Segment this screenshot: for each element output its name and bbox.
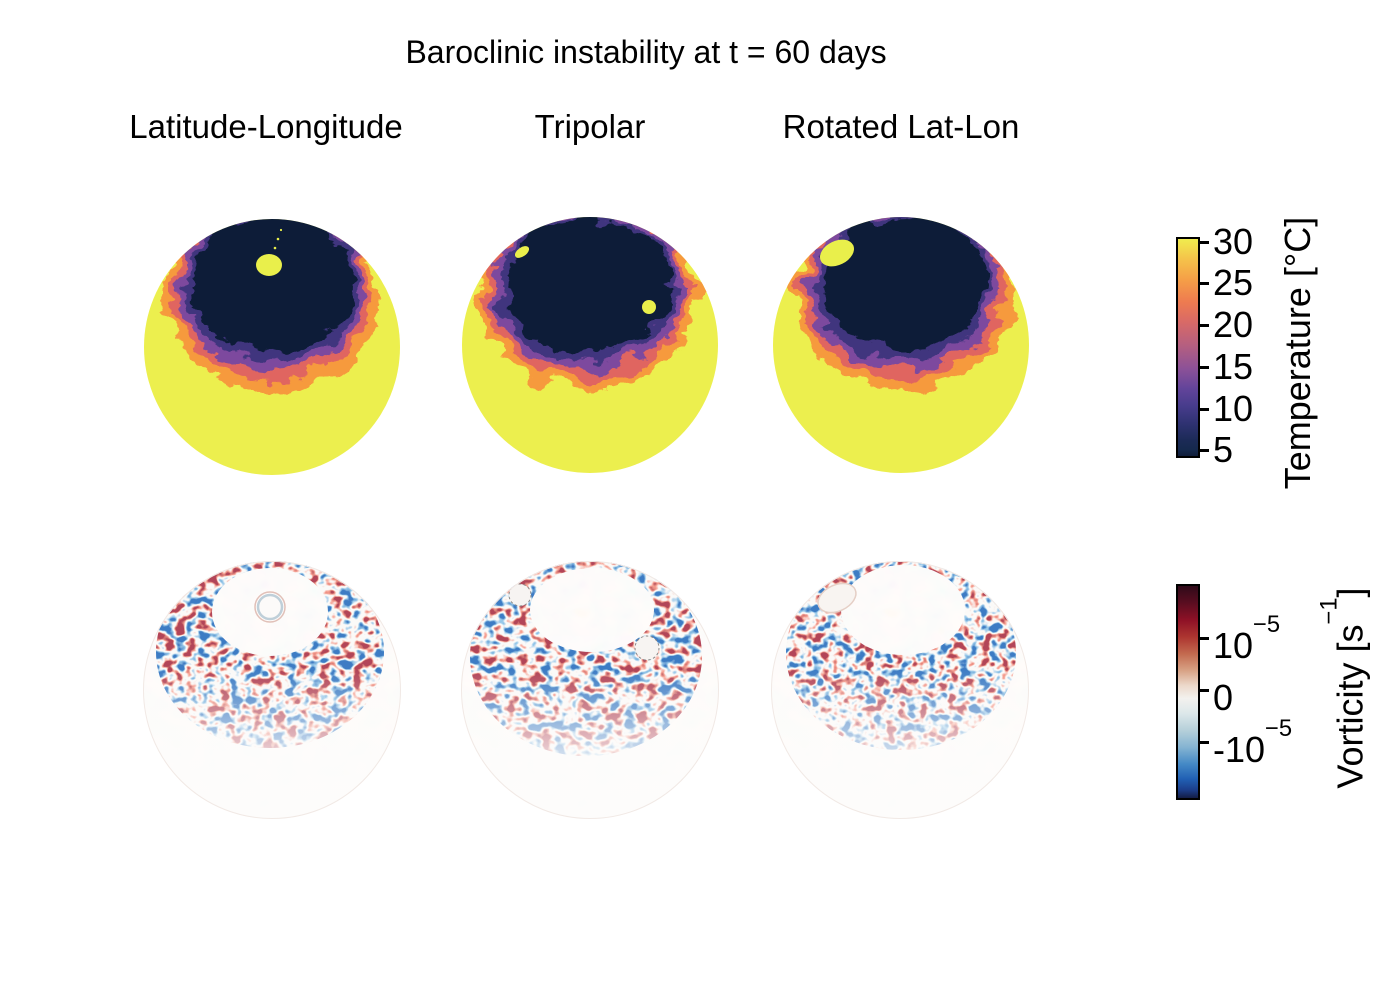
vorticity-sphere-rotated-latlon (771, 561, 1029, 819)
tick-exponent: −5 (1253, 610, 1281, 638)
label-post: ] (1329, 587, 1371, 598)
temperature-sphere-tripolar (462, 217, 718, 473)
temperature-colorbar-tick (1200, 324, 1209, 327)
temperature-colorbar-tick (1200, 408, 1209, 411)
temperature-colorbar-tick (1200, 241, 1209, 244)
label-exponent: −1 (1315, 597, 1343, 625)
vorticity-sphere-latlon (143, 561, 401, 819)
column-header-rotated-latlon: Rotated Lat-Lon (782, 108, 1020, 145)
vorticity-colorbar-tick (1200, 741, 1209, 744)
tick-exponent: −5 (1265, 714, 1293, 742)
vorticity-sphere-tripolar (461, 561, 719, 819)
temperature-tick-label: 30 (1213, 221, 1254, 262)
vorticity-colorbar-title: Vorticity [s−1] (1315, 587, 1372, 789)
temperature-tick-label: 5 (1213, 429, 1234, 470)
temperature-colorbar-tick (1200, 366, 1209, 369)
temperature-sphere-latlon (144, 219, 400, 475)
tick-base: 10 (1213, 625, 1254, 666)
vorticity-tick-label: -10−5 (1213, 715, 1292, 770)
temperature-colorbar-gradient (1178, 239, 1198, 456)
vorticity-colorbar-gradient (1178, 586, 1198, 798)
temperature-tick-label: 10 (1213, 388, 1254, 429)
temperature-colorbar (1176, 237, 1200, 458)
column-header-latlon: Latitude-Longitude (129, 108, 403, 145)
page-title: Baroclinic instability at t = 60 days (405, 34, 887, 70)
temperature-colorbar-tick (1200, 282, 1209, 285)
tick-base: 0 (1213, 677, 1234, 718)
temperature-colorbar-tick (1200, 449, 1209, 452)
vorticity-tick-label: 0 (1213, 670, 1233, 718)
vorticity-colorbar-tick (1200, 637, 1209, 640)
temperature-sphere-rotated-latlon (773, 217, 1029, 473)
temperature-tick-label: 25 (1213, 262, 1254, 303)
vorticity-colorbar-tick (1200, 689, 1209, 692)
vorticity-colorbar (1176, 584, 1200, 800)
vorticity-tick-label: 10−5 (1213, 611, 1280, 666)
temperature-tick-label: 20 (1213, 304, 1254, 345)
tick-base: -10 (1213, 729, 1266, 770)
label-pre: Vorticity [s (1329, 624, 1371, 789)
temperature-tick-label: 15 (1213, 346, 1254, 387)
temperature-colorbar-title: Temperature [°C] (1277, 216, 1318, 490)
column-header-tripolar: Tripolar (534, 108, 646, 145)
